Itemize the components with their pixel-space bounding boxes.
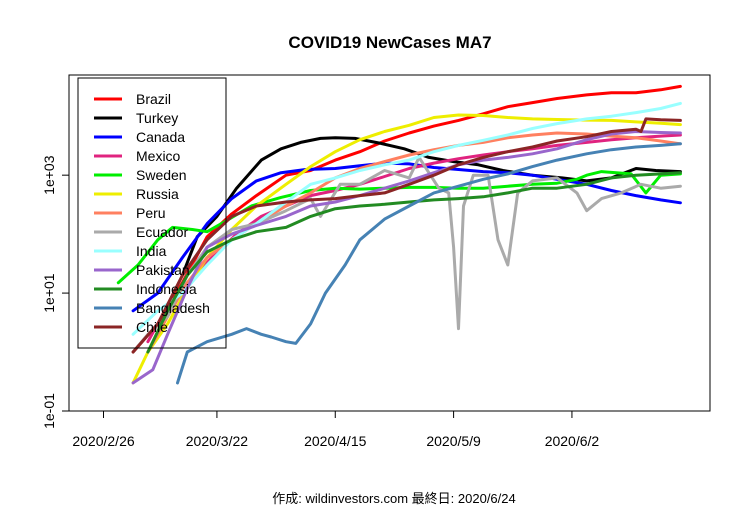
series-line-turkey [180, 136, 682, 277]
y-tick-label: 1e+01 [41, 273, 57, 313]
legend-label-peru: Peru [136, 205, 166, 221]
y-tick-label: 1e+03 [41, 155, 57, 195]
series-line-chile [131, 117, 682, 354]
chart-caption: 作成: wildinvestors.com 最終日: 2020/6/24 [272, 491, 515, 506]
x-tick-label: 2020/5/9 [426, 433, 481, 449]
x-axis: 2020/2/26 2020/3/22 2020/4/15 2020/5/9 2020/… [72, 411, 599, 449]
legend-box [77, 77, 227, 349]
x-tick-label: 2020/6/2 [545, 433, 600, 449]
legend-label-chile: Chile [136, 319, 168, 335]
legend-label-turkey: Turkey [136, 110, 178, 126]
legend-label-bangladesh: Bangladesh [136, 300, 210, 316]
chart-title: COVID19 NewCases MA7 [288, 33, 491, 52]
legend-label-russia: Russia [136, 186, 179, 202]
x-tick-label: 2020/2/26 [72, 433, 134, 449]
series-line-canada [131, 161, 682, 313]
x-tick-label: 2020/4/15 [304, 433, 366, 449]
legend-label-indonesia: Indonesia [136, 281, 197, 297]
series-line-bangladesh [176, 142, 682, 385]
y-axis: 1e-01 1e+01 1e+03 [41, 155, 69, 429]
series-line-indonesia [146, 171, 682, 354]
series-layer [116, 84, 682, 385]
legend-label-mexico: Mexico [136, 148, 181, 164]
legend-label-sweden: Sweden [136, 167, 187, 183]
series-line-ecuador [131, 155, 682, 354]
series-line-india [131, 101, 682, 336]
legend: Brazil Turkey Canada Mexico Sweden Russia Peru… [77, 77, 227, 349]
legend-label-india: India [136, 243, 167, 259]
plot-frame [68, 74, 711, 412]
legend-label-canada: Canada [136, 129, 185, 145]
legend-label-ecuador: Ecuador [136, 224, 188, 240]
legend-label-pakistan: Pakistan [136, 262, 190, 278]
x-tick-label: 2020/3/22 [186, 433, 248, 449]
series-line-sweden [116, 170, 682, 285]
legend-label-brazil: Brazil [136, 91, 171, 107]
y-tick-label: 1e-01 [41, 393, 57, 429]
